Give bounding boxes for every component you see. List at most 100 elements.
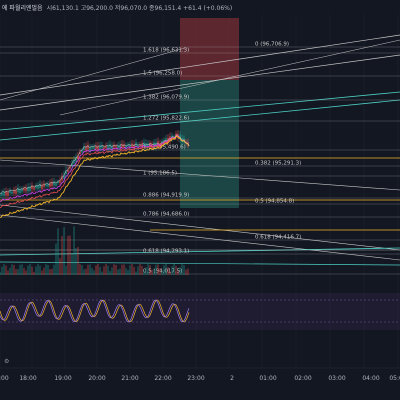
volume-bar [0,272,1,275]
candle-body [15,189,17,194]
volume-bar [65,265,67,275]
candle-body [89,146,91,151]
volume-bar [155,264,157,275]
drawn-lines[interactable] [0,34,400,266]
candle-body [119,144,121,149]
volume-bar [139,264,141,275]
trend-line[interactable] [0,214,400,261]
trend-line[interactable] [0,54,400,111]
volume-bar [127,270,129,275]
trend-line[interactable] [0,261,400,266]
volume-bar [101,271,103,275]
candle-body [17,187,19,193]
position-stop-zone[interactable] [180,18,239,80]
volume-bar [61,235,63,275]
time-axis-label: 21:00 [121,375,138,382]
candle-body [115,146,117,148]
candle-body [35,185,37,189]
time-axis-label: 04:00 [362,375,379,382]
volume-bar [35,266,37,275]
volume-bar [145,267,147,275]
volume-bar [163,265,165,275]
candle-body [155,142,157,147]
volume-bar [111,267,113,275]
candle-body [67,169,69,173]
candle-body [87,144,89,150]
candle-body [55,182,57,186]
candle-body [117,145,119,149]
candle-body [141,143,143,148]
trend-line[interactable] [0,99,400,141]
volume-bar [53,264,55,275]
fibonacci-levels[interactable]: 0 (96,706.9) 1.618 (96,631.3) 1.5 (96,258.… [0,42,400,275]
volume-bar [57,228,59,275]
volume-bar [51,268,53,275]
candle-body [23,188,25,191]
candle-body [65,170,67,175]
volume-bar [107,265,109,275]
volume-bar [167,267,169,275]
volume-bar [95,265,97,275]
moving-average-line [0,135,190,208]
time-axis-label: 20:00 [88,375,105,382]
volume-bar [121,264,123,275]
volume-bar [85,268,87,275]
candle-body [57,181,59,184]
fib-level-label: 1.5 (96,258.0) [143,71,182,77]
volume-bar [69,235,71,275]
candle-body [25,187,27,192]
volume-bar [89,264,91,275]
volume-bar [109,270,111,275]
trend-line[interactable] [0,204,400,251]
volume-bar [49,269,51,275]
candle-body [131,143,133,148]
volume-bar [173,264,175,275]
volume-bar [43,267,45,275]
fib-level-label: 1.618 (96,631.3) [143,48,189,54]
volume-bar [115,265,117,275]
volume-bar [39,265,41,275]
symbol-title[interactable]: 에 파월리엔벌음 [2,4,43,12]
candle-body [93,146,95,149]
volume-bar [161,270,163,275]
volume-bar [93,270,95,275]
moving-average-line [0,134,190,194]
candle-body [69,166,71,169]
volume-bar [175,265,177,275]
candle-body [63,174,65,179]
volume-bar [3,264,5,275]
trend-line[interactable] [0,159,400,191]
candle-body [79,151,81,154]
trend-line[interactable] [59,39,400,116]
volume-bar [149,265,151,275]
candle-body [129,144,131,148]
oscillator-pane [0,293,400,330]
time-axis[interactable]: 17:00 18:00 19:00 20:00 21:00 22:00 23:00 2 01:0… [0,375,400,382]
trend-line[interactable] [0,91,400,131]
candle-body [83,146,85,150]
candle-body [137,144,139,148]
trend-line[interactable] [0,47,186,101]
volume-bar [17,269,19,275]
volume-bar [125,268,127,275]
candle-body [73,159,75,164]
candle-body [9,190,11,194]
volume-bar [41,270,43,275]
volume-bar [113,264,115,275]
ohlc-readout: 시61,130.1 고96,200.0 저96,070.0 종96,151.4 … [46,4,233,12]
position-target-zone[interactable] [180,80,239,208]
candle-body [59,180,61,184]
candle-body [135,142,137,147]
volume-bar [45,264,47,275]
volume-bar [177,271,179,275]
volume-bar [131,264,133,275]
fib-level-label: 1.272 (95,822.6) [143,116,189,122]
fib-level-label: 0.618 (94,416.7) [255,235,301,241]
volume-bar [9,267,11,275]
trend-line[interactable] [0,34,400,96]
candle-body [105,145,107,149]
fib-level-label: 0.618 (94,293.1) [143,249,189,255]
candle-body [29,186,31,191]
gear-icon[interactable]: ⚙ [4,358,10,365]
